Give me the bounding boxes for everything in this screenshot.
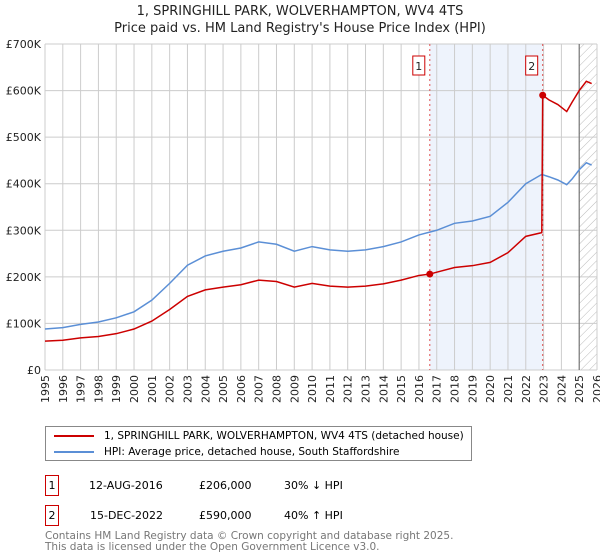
legend-label: HPI: Average price, detached house, Sout… xyxy=(104,446,400,458)
transaction-hpi: 30% ↓ HPI xyxy=(284,479,343,492)
x-tick-label: 2005 xyxy=(217,375,230,403)
x-tick-label: 2020 xyxy=(484,375,497,403)
x-tick-label: 2022 xyxy=(520,375,533,403)
y-tick-label: £700K xyxy=(6,38,42,51)
x-tick-label: 2013 xyxy=(360,375,373,403)
legend-swatch xyxy=(54,435,94,437)
transaction-marker-box xyxy=(525,55,539,76)
x-tick-label: 2011 xyxy=(324,375,337,403)
x-tick-label: 2015 xyxy=(395,375,408,403)
x-tick-label: 2000 xyxy=(128,375,141,403)
x-tick-label: 2026 xyxy=(591,375,600,403)
series-line xyxy=(44,80,592,342)
x-tick-label: 2023 xyxy=(538,375,551,403)
legend-item-property: 1, SPRINGHILL PARK, WOLVERHAMPTON, WV4 4… xyxy=(54,430,464,442)
x-tick-label: 2017 xyxy=(431,375,444,403)
y-tick-label: £500K xyxy=(6,131,42,144)
transaction-point xyxy=(539,91,547,99)
footer-line: This data is licensed under the Open Gov… xyxy=(45,541,380,553)
y-tick-label: £400K xyxy=(6,178,42,191)
transaction-date: 15-DEC-2022 xyxy=(90,509,164,522)
transaction-price: £206,000 xyxy=(199,479,252,492)
x-tick-label: 2019 xyxy=(466,375,479,403)
transaction-date: 12-AUG-2016 xyxy=(89,479,163,492)
x-tick-label: 2002 xyxy=(164,375,177,403)
x-tick-label: 1997 xyxy=(75,375,88,403)
x-tick-label: 2008 xyxy=(270,375,283,403)
x-tick-label: 2018 xyxy=(449,375,462,403)
transaction-price: £590,000 xyxy=(199,509,252,522)
x-tick-label: 2001 xyxy=(146,375,159,403)
footer: Contains HM Land Registry data © Crown c… xyxy=(45,531,453,553)
x-tick-label: 2010 xyxy=(306,375,319,403)
transaction-marker-label: 1 xyxy=(415,60,422,73)
transaction-point xyxy=(426,270,434,278)
transaction-row: 2 15-DEC-2022 £590,000 40% ↑ HPI xyxy=(45,505,343,526)
transaction-row: 1 12-AUG-2016 £206,000 30% ↓ HPI xyxy=(45,475,343,496)
x-tick-label: 2003 xyxy=(181,375,194,403)
transaction-badge: 1 xyxy=(45,475,59,496)
x-tick-label: 2014 xyxy=(377,375,390,403)
legend: 1, SPRINGHILL PARK, WOLVERHAMPTON, WV4 4… xyxy=(45,426,472,461)
transaction-marker-label: 2 xyxy=(528,60,535,73)
x-tick-label: 1996 xyxy=(57,375,70,403)
x-tick-label: 2021 xyxy=(502,375,515,403)
x-tick-label: 2025 xyxy=(573,375,586,403)
x-tick-label: 2012 xyxy=(342,375,355,403)
transaction-hpi: 40% ↑ HPI xyxy=(284,509,343,522)
y-tick-label: £300K xyxy=(6,224,42,237)
chart-subtitle: Price paid vs. HM Land Registry's House … xyxy=(114,21,486,36)
x-tick-label: 1998 xyxy=(92,375,105,403)
y-tick-label: £600K xyxy=(6,85,42,98)
y-tick-label: £200K xyxy=(6,271,42,284)
x-tick-label: 2009 xyxy=(288,375,301,403)
x-tick-label: 2016 xyxy=(413,375,426,403)
x-tick-label: 1999 xyxy=(110,375,123,403)
transaction-badge: 2 xyxy=(45,505,59,526)
footer-line: Contains HM Land Registry data © Crown c… xyxy=(45,530,454,542)
x-tick-label: 1995 xyxy=(39,375,52,403)
x-tick-label: 2004 xyxy=(199,375,212,403)
x-tick-label: 2006 xyxy=(235,375,248,403)
legend-swatch xyxy=(54,451,94,453)
y-tick-label: £100K xyxy=(6,317,42,330)
legend-item-hpi: HPI: Average price, detached house, Sout… xyxy=(54,446,399,458)
forecast-hatch xyxy=(579,44,597,370)
price-chart: 1995 1996 1997 1998 1999 2000 2001 2002 2003 2004… xyxy=(6,38,600,403)
x-tick-label: 2007 xyxy=(253,375,266,403)
x-tick-label: 2024 xyxy=(555,375,568,403)
chart-title: 1, SPRINGHILL PARK, WOLVERHAMPTON, WV4 4… xyxy=(136,4,464,19)
y-tick-label: £0 xyxy=(27,364,41,377)
series-line xyxy=(44,161,592,330)
shaded-period xyxy=(429,44,543,370)
transaction-marker-box xyxy=(412,55,426,76)
legend-label: 1, SPRINGHILL PARK, WOLVERHAMPTON, WV4 4… xyxy=(104,430,464,442)
